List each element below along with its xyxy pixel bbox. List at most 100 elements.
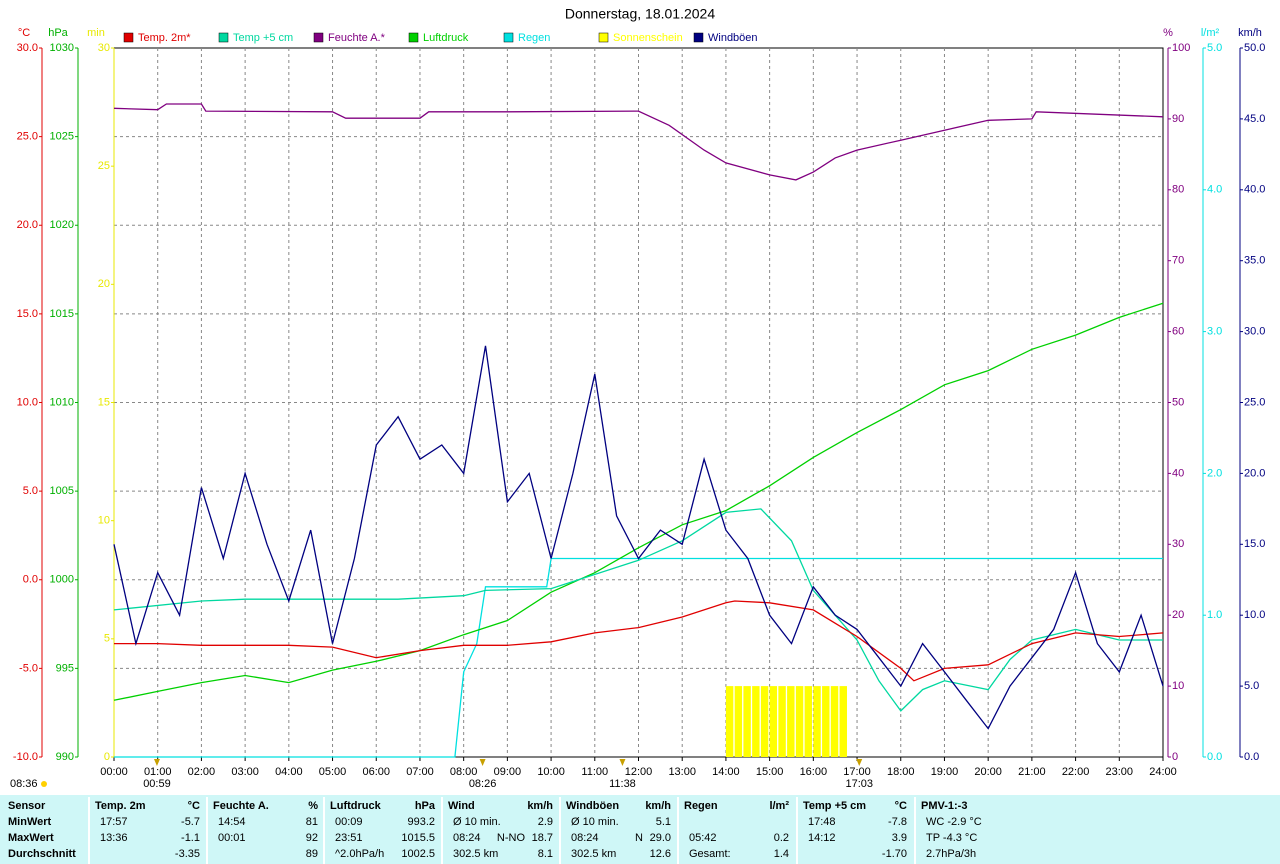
sunshine-bar xyxy=(752,686,760,757)
sunshine-bar xyxy=(760,686,769,757)
table-cell: 14:54 xyxy=(218,816,246,828)
table-cell: 1002.5 xyxy=(401,848,435,860)
x-tick-label: 16:00 xyxy=(800,766,828,778)
sunshine-bar xyxy=(804,686,813,757)
axis-unit: km/h xyxy=(1238,27,1262,39)
table-cell: 2.7hPa/3h xyxy=(926,848,976,860)
y-tick-label: 3.0 xyxy=(1207,326,1222,338)
x-tick-label: 06:00 xyxy=(362,766,390,778)
x-tick-label: 10:00 xyxy=(537,766,565,778)
table-cell: ^2.0hPa/h xyxy=(335,848,384,860)
y-tick-label: 1010 xyxy=(50,396,74,408)
chart-title: Donnerstag, 18.01.2024 xyxy=(565,6,715,22)
legend-swatch xyxy=(693,32,704,43)
y-tick-label: 1020 xyxy=(50,219,74,231)
table-cell: Ø 10 min. xyxy=(571,816,619,828)
series-line xyxy=(114,600,1164,682)
marker-label: 08:26 xyxy=(469,778,497,790)
legend-label: Sonnenschein xyxy=(613,32,683,44)
y-tick-label: 2.0 xyxy=(1207,467,1222,479)
y-tick-label: 0 xyxy=(1172,751,1178,763)
y-tick-label: 25.0 xyxy=(1244,396,1265,408)
table-header: Luftdruck xyxy=(330,800,382,812)
table-header: Feuchte A. xyxy=(213,800,269,812)
x-tick-label: 21:00 xyxy=(1018,766,1046,778)
table-unit: % xyxy=(308,800,318,812)
series-line xyxy=(113,103,1164,181)
sunshine-bar xyxy=(769,686,778,757)
row-label: MaxWert xyxy=(8,832,54,844)
axis-unit: % xyxy=(1163,27,1173,39)
sun-icon xyxy=(41,781,47,787)
x-tick-label: 03:00 xyxy=(231,766,259,778)
y-tick-label: 20.0 xyxy=(1244,467,1265,479)
y-tick-label: 60 xyxy=(1172,326,1184,338)
table-header: Temp +5 cm xyxy=(803,800,866,812)
table-cell: 17:48 xyxy=(808,816,836,828)
table-cell: 5.1 xyxy=(656,816,671,828)
table-cell: 1.4 xyxy=(774,848,789,860)
x-tick-label: 11:00 xyxy=(581,766,608,778)
x-tick-label: 22:00 xyxy=(1062,766,1090,778)
axis-unit: °C xyxy=(18,27,30,39)
y-tick-label: -5.0 xyxy=(19,662,38,674)
x-tick-label: 18:00 xyxy=(887,766,915,778)
y-tick-label: 40.0 xyxy=(1244,184,1265,196)
table-cell: N-NO xyxy=(497,832,526,844)
sunshine-bar xyxy=(725,686,734,757)
marker xyxy=(153,759,160,766)
legend-swatch xyxy=(408,32,419,43)
y-tick-label: 1.0 xyxy=(1207,609,1222,621)
table-header: Temp. 2m xyxy=(95,800,146,812)
table-header: PMV-1:-3 xyxy=(921,800,967,812)
y-tick-label: 10 xyxy=(98,515,110,527)
y-tick-label: 25 xyxy=(98,160,110,172)
table-cell: 993.2 xyxy=(407,816,435,828)
y-tick-label: 5 xyxy=(104,633,110,645)
axis-unit: l/m² xyxy=(1201,27,1220,39)
y-tick-label: 15.0 xyxy=(1244,538,1265,550)
x-tick-label: 13:00 xyxy=(668,766,696,778)
x-tick-label: 07:00 xyxy=(406,766,434,778)
table-cell: 08:24 xyxy=(571,832,599,844)
y-tick-label: 25.0 xyxy=(17,131,38,143)
series-line xyxy=(114,557,1163,758)
y-tick-label: 20 xyxy=(1172,609,1184,621)
table-cell: -1.70 xyxy=(882,848,907,860)
y-tick-label: 10 xyxy=(1172,680,1184,692)
x-tick-label: 01:00 xyxy=(144,766,172,778)
legend-label: Windböen xyxy=(708,32,758,44)
table-cell: TP -4.3 °C xyxy=(926,832,977,844)
y-tick-label: 10.0 xyxy=(1244,609,1265,621)
table-cell: 08:24 xyxy=(453,832,481,844)
y-tick-label: 15 xyxy=(98,396,110,408)
y-tick-label: 0.0 xyxy=(1207,751,1222,763)
sunshine-bar xyxy=(787,686,795,757)
marker xyxy=(479,759,486,766)
table-cell: Ø 10 min. xyxy=(453,816,501,828)
sunshine-total: 08:36 xyxy=(10,778,38,790)
table-cell: 12.6 xyxy=(650,848,671,860)
table-cell: 29.0 xyxy=(650,832,671,844)
table-unit: hPa xyxy=(415,800,436,812)
y-tick-label: 1015 xyxy=(50,308,74,320)
x-tick-label: 04:00 xyxy=(275,766,303,778)
y-tick-label: 30 xyxy=(1172,538,1184,550)
marker xyxy=(856,759,863,766)
sunshine-bar xyxy=(778,686,786,757)
marker-label: 17:03 xyxy=(845,778,873,790)
table-header: Wind xyxy=(448,800,475,812)
x-tick-label: 17:00 xyxy=(843,766,871,778)
table-cell: 05:42 xyxy=(689,832,717,844)
sunshine-bar xyxy=(813,686,821,757)
y-tick-label: 5.0 xyxy=(1244,680,1259,692)
table-background xyxy=(0,795,1280,864)
y-tick-label: 50 xyxy=(1172,396,1184,408)
table-unit: l/m² xyxy=(769,800,789,812)
legend-swatch xyxy=(313,32,324,43)
y-tick-label: 0.0 xyxy=(23,574,38,586)
table-unit: °C xyxy=(895,800,907,812)
table-cell: -5.7 xyxy=(181,816,200,828)
table-cell: 00:09 xyxy=(335,816,363,828)
series-line xyxy=(113,508,1163,712)
